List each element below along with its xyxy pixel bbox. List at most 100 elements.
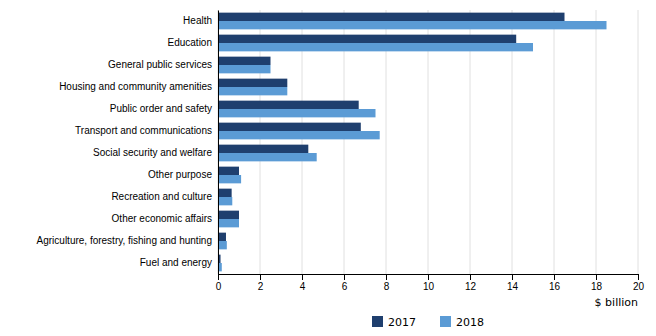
plot: 0 2 4 6 8 10 12 14 16 18 20 Fuel and energy Agricult… (37, 10, 645, 309)
x-tick: 18 (591, 274, 603, 292)
grid-line (596, 10, 597, 274)
x-tick-mark (260, 274, 261, 280)
x-tick-label: 8 (384, 281, 390, 292)
x-tick-label: 12 (465, 281, 477, 292)
x-tick-mark (554, 274, 555, 280)
x-tick-label: 14 (507, 281, 519, 292)
x-tick-label: 16 (549, 281, 561, 292)
grid-line (638, 10, 639, 274)
y-tick: Social security and welfare (93, 147, 218, 158)
bar (218, 153, 317, 161)
x-tick-label: 0 (216, 281, 222, 292)
y-tick-label: Health (183, 15, 212, 26)
x-tick: 6 (342, 274, 348, 292)
x-tick-mark (386, 274, 387, 280)
x-tick-label: 6 (342, 281, 348, 292)
bar (218, 65, 271, 73)
chart: 0 2 4 6 8 10 12 14 16 18 20 Fuel and energy Agricult… (0, 0, 656, 336)
bar (218, 145, 308, 153)
x-tick-mark (470, 274, 471, 280)
x-tick-label: 2 (258, 281, 264, 292)
grid-line (218, 10, 219, 274)
x-tick-mark (638, 274, 639, 280)
y-tick-label: Agriculture, forestry, fishing and hunti… (37, 235, 212, 246)
y-tick: Fuel and energy (140, 257, 218, 268)
y-tick-label: Education (168, 37, 212, 48)
x-tick-mark (302, 274, 303, 280)
x-tick-label: 4 (300, 281, 306, 292)
y-tick: Transport and communications (75, 125, 218, 136)
x-axis: 0 2 4 6 8 10 12 14 16 18 20 (216, 274, 645, 292)
bar (218, 87, 287, 95)
bar (218, 211, 239, 219)
y-tick-label: Public order and safety (110, 103, 212, 114)
bar (218, 197, 232, 205)
series (218, 13, 565, 263)
legend: 2017 2018 (372, 316, 484, 329)
x-tick: 14 (507, 274, 519, 292)
y-tick: Housing and community amenities (59, 81, 218, 92)
bar (218, 35, 516, 43)
bar (218, 241, 227, 249)
y-tick-label: Other economic affairs (112, 213, 212, 224)
y-tick-label: Other purpose (148, 169, 212, 180)
bar (218, 167, 239, 175)
y-tick-label: Recreation and culture (111, 191, 212, 202)
y-tick: Public order and safety (110, 103, 218, 114)
y-tick-label: Transport and communications (75, 125, 212, 136)
x-tick-label: 20 (633, 281, 645, 292)
x-tick-mark (218, 274, 219, 280)
x-tick: 2 (258, 274, 264, 292)
x-tick-label: 10 (423, 281, 435, 292)
y-tick: Agriculture, forestry, fishing and hunti… (37, 235, 218, 246)
x-tick: 10 (423, 274, 435, 292)
bar (218, 13, 565, 21)
y-tick-label: Fuel and energy (140, 257, 212, 268)
y-tick: Other purpose (148, 169, 218, 180)
x-tick: 8 (384, 274, 390, 292)
x-tick-mark (428, 274, 429, 280)
bars (218, 13, 607, 272)
bar (218, 233, 226, 241)
y-axis-line (218, 11, 219, 275)
bar (218, 43, 533, 51)
bar (218, 131, 380, 139)
x-tick-mark (512, 274, 513, 280)
x-tick: 0 (216, 274, 222, 292)
legend-item: 2018 (440, 316, 484, 329)
y-tick: Recreation and culture (111, 191, 218, 202)
bar (218, 79, 287, 87)
x-tick-mark (344, 274, 345, 280)
y-tick-label: Housing and community amenities (59, 81, 212, 92)
y-tick-label: Social security and welfare (93, 147, 212, 158)
bar (218, 219, 239, 227)
x-tick-mark (596, 274, 597, 280)
bar (218, 21, 607, 29)
y-tick: Health (183, 15, 218, 26)
y-tick: Education (168, 37, 218, 48)
x-tick: 20 (633, 274, 645, 292)
legend-swatch (372, 316, 383, 327)
legend-swatch (440, 316, 451, 327)
x-axis-line (219, 275, 639, 281)
grid (218, 10, 638, 274)
x-tick-label: 18 (591, 281, 603, 292)
legend-label: 2018 (456, 316, 484, 329)
x-tick: 16 (549, 274, 561, 292)
x-tick: 4 (300, 274, 306, 292)
bar (218, 101, 359, 109)
bar (218, 109, 376, 117)
bar (218, 189, 232, 197)
y-axis: Fuel and energy Agriculture, forestry, fi… (37, 11, 219, 275)
grid-line (554, 10, 555, 274)
legend-item: 2017 (372, 316, 416, 329)
legend-label: 2017 (388, 316, 416, 329)
x-tick: 12 (465, 274, 477, 292)
series (218, 21, 607, 271)
y-tick: Other economic affairs (112, 213, 218, 224)
x-axis-title: $ billion (595, 296, 638, 309)
bar (218, 175, 241, 183)
bar (218, 123, 361, 131)
bar (218, 57, 271, 65)
y-tick-label: General public services (108, 59, 212, 70)
